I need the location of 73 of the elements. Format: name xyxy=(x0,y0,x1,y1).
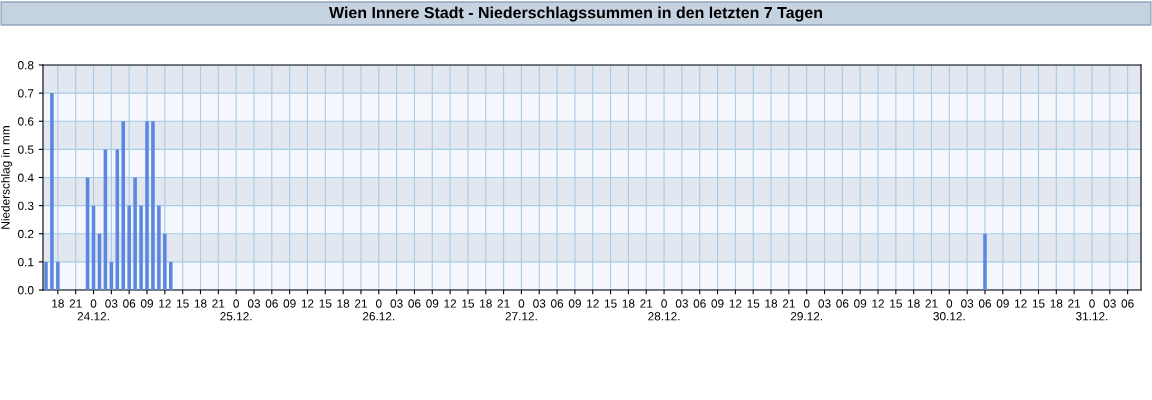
x-tick-label: 09 xyxy=(283,299,296,308)
x-tick-label: 09 xyxy=(140,299,154,308)
x-tick-label: 12 xyxy=(1014,299,1027,308)
chart-title: Wien Innere Stadt - Niederschlagssummen in den letzten 7 Tagen xyxy=(329,6,822,22)
x-tick-label: 15 xyxy=(319,299,332,308)
x-tick-label: 21 xyxy=(69,299,82,308)
bar xyxy=(157,205,161,290)
x-tick-label: 03 xyxy=(1103,299,1116,308)
x-tick-label: 15 xyxy=(604,299,617,308)
x-tick-label: 15 xyxy=(747,299,760,308)
x-tick-label: 12 xyxy=(444,299,457,308)
x-tick-label: 06 xyxy=(550,299,564,308)
bar xyxy=(139,205,143,290)
x-tick-label: 12 xyxy=(872,299,884,308)
x-tick-label: 21 xyxy=(782,299,795,308)
x-tick-label: 18 xyxy=(337,299,350,308)
y-tick-label: 0.7 xyxy=(18,89,34,98)
x-tick-label: 15 xyxy=(1032,299,1045,308)
y-tick-label: 0.4 xyxy=(18,173,34,182)
x-tick-label: 18 xyxy=(52,299,64,308)
x-tick-label: 21 xyxy=(1068,299,1081,308)
x-tick-label: 03 xyxy=(247,299,261,308)
x-tick-label: 15 xyxy=(890,299,902,308)
x-tick-label: 06 xyxy=(408,299,421,308)
x-tick-label: 18 xyxy=(1050,299,1063,308)
x-tick-label: 18 xyxy=(765,299,778,308)
x-tick-label: 03 xyxy=(675,299,688,308)
x-tick-label: 09 xyxy=(711,299,724,308)
y-tick-label: 0.2 xyxy=(18,229,34,239)
bar xyxy=(163,233,167,290)
y-tick-label: 0.1 xyxy=(18,257,34,267)
x-tick-label: 21 xyxy=(497,299,510,308)
x-tick-label: 18 xyxy=(622,299,635,308)
bar xyxy=(133,177,137,290)
x-tick-label: 09 xyxy=(426,299,439,308)
x-tick-label: 06 xyxy=(978,299,992,308)
x-tick-label: 21 xyxy=(640,299,653,308)
x-tick-label: 03 xyxy=(105,299,118,308)
x-tick-label: 12 xyxy=(729,299,742,308)
x-tick-label: 06 xyxy=(123,299,136,308)
bar xyxy=(121,121,126,290)
x-tick-label: 06 xyxy=(693,299,706,308)
x-tick-label: 15 xyxy=(462,299,475,308)
bar xyxy=(169,261,173,290)
bar xyxy=(151,121,155,290)
y-tick-label: 0.5 xyxy=(18,145,34,154)
x-tick-label: 18 xyxy=(480,299,492,308)
y-tick-label: 0.3 xyxy=(18,201,34,211)
x-tick-label: 06 xyxy=(1121,299,1134,308)
bar xyxy=(127,205,131,290)
x-tick-label: 06 xyxy=(836,299,849,308)
y-tick-label: 0.0 xyxy=(18,286,34,295)
x-tick-label: 12 xyxy=(159,299,171,308)
x-tick-label: 21 xyxy=(212,299,225,308)
x-tick-label: 03 xyxy=(818,299,831,308)
x-tick-label: 15 xyxy=(177,299,189,308)
x-tick-label: 09 xyxy=(996,299,1009,308)
x-tick-label: 03 xyxy=(961,299,974,308)
x-tick-label: 06 xyxy=(265,299,278,308)
x-tick-label: 18 xyxy=(194,299,207,308)
x-tick-label: 21 xyxy=(925,299,938,308)
y-axis-title: Niederschlag in mm xyxy=(1,126,13,229)
x-tick-label: 12 xyxy=(301,299,314,308)
y-tick-label: 0.8 xyxy=(18,61,34,70)
x-tick-label: 09 xyxy=(568,299,581,308)
x-tick-label: 21 xyxy=(354,299,367,308)
x-tick-label: 12 xyxy=(587,299,599,308)
x-tick-label: 09 xyxy=(854,299,867,308)
x-tick-label: 03 xyxy=(390,299,403,308)
bar xyxy=(145,121,149,290)
x-tick-label: 03 xyxy=(533,299,546,308)
y-tick-label: 0.6 xyxy=(18,117,34,126)
x-tick-label: 18 xyxy=(908,299,920,308)
